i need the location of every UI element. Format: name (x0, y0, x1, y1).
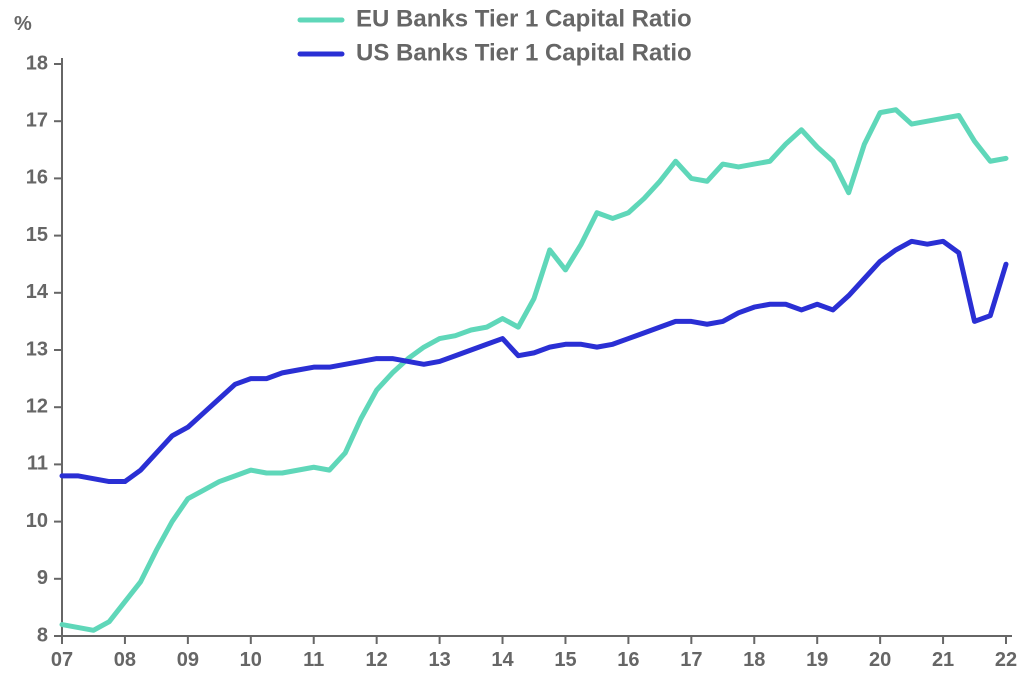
series-eu-line (62, 110, 1006, 631)
capital-ratio-chart: 8 9 10 11 12 13 14 15 16 17 18 07 08 09 10 11 12 13 14 15 16… (0, 0, 1024, 688)
y-tick-label: 18 (26, 52, 48, 74)
x-tick-label: 07 (51, 649, 73, 671)
x-tick-label: 13 (428, 649, 450, 671)
x-tick-label: 21 (932, 649, 954, 671)
x-tick-label: 08 (114, 649, 136, 671)
x-tick-label: 15 (554, 649, 576, 671)
x-tick-label: 12 (366, 649, 388, 671)
x-tick-label: 17 (680, 649, 702, 671)
y-tick-label: 13 (26, 338, 48, 360)
y-tick-label: 12 (26, 395, 48, 417)
chart-svg: 8 9 10 11 12 13 14 15 16 17 18 07 08 09 10 11 12 13 14 15 16… (0, 0, 1024, 688)
x-tick-label: 22 (995, 649, 1017, 671)
x-tick-label: 20 (869, 649, 891, 671)
x-tick-label: 14 (491, 649, 514, 671)
x-tick-label: 16 (617, 649, 639, 671)
x-tick-label: 18 (743, 649, 765, 671)
y-tick-label: 11 (27, 453, 48, 475)
y-tick-label: 8 (37, 624, 48, 646)
y-tick-label: 16 (26, 167, 48, 189)
x-tick-label: 10 (240, 649, 262, 671)
x-tick-label: 19 (806, 649, 828, 671)
x-tick-label: 11 (303, 649, 324, 671)
legend-label: EU Banks Tier 1 Capital Ratio (356, 5, 692, 32)
series-us-line (62, 241, 1006, 481)
x-tick-label: 09 (177, 649, 199, 671)
y-tick-label: 10 (26, 510, 48, 532)
legend-label: US Banks Tier 1 Capital Ratio (356, 39, 692, 66)
y-tick-label: 9 (37, 567, 48, 589)
y-tick-label: 17 (26, 109, 48, 131)
y-tick-label: 14 (26, 281, 49, 303)
y-axis-unit: % (14, 13, 32, 35)
y-tick-label: 15 (26, 224, 48, 246)
